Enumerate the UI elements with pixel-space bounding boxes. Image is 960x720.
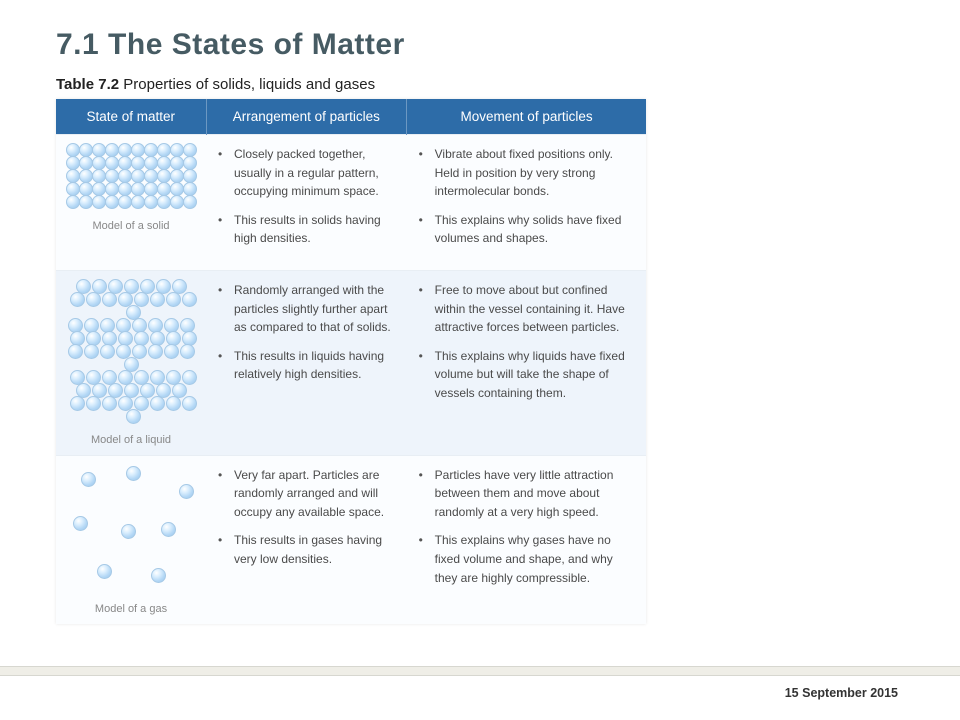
- model-cell: Model of a liquid: [56, 270, 206, 455]
- model-label: Model of a solid: [60, 218, 202, 235]
- list-item: This results in liquids having relativel…: [228, 347, 397, 384]
- movement-cell: Free to move about but confined within t…: [407, 270, 646, 455]
- movement-cell: Particles have very little attraction be…: [407, 455, 646, 624]
- list-item: Free to move about but confined within t…: [429, 281, 636, 337]
- table-row: Model of a gas Very far apart. Particles …: [56, 455, 646, 624]
- model-label: Model of a liquid: [60, 432, 202, 449]
- table-row: Model of a liquid Randomly arranged with …: [56, 270, 646, 455]
- list-item: This explains why solids have fixed volu…: [429, 211, 636, 248]
- col-header-movement: Movement of particles: [407, 99, 646, 135]
- list-item: This results in solids having high densi…: [228, 211, 397, 248]
- slide-title: 7.1 The States of Matter: [56, 28, 910, 62]
- model-label: Model of a gas: [60, 601, 202, 618]
- list-item: Closely packed together, usually in a re…: [228, 145, 397, 201]
- slide-date: 15 September 2015: [785, 686, 898, 700]
- list-item: This explains why gases have no fixed vo…: [429, 531, 636, 587]
- caption-rest: Properties of solids, liquids and gases: [119, 76, 375, 93]
- list-item: Particles have very little attraction be…: [429, 466, 636, 522]
- list-item: Randomly arranged with the particles sli…: [228, 281, 397, 337]
- col-header-state: State of matter: [56, 99, 206, 135]
- caption-bold: Table 7.2: [56, 76, 119, 93]
- table-row: Model of a solid Closely packed together,…: [56, 135, 646, 271]
- arrangement-cell: Randomly arranged with the particles sli…: [206, 270, 407, 455]
- list-item: This results in gases having very low de…: [228, 531, 397, 568]
- properties-table: State of matter Arrangement of particles…: [56, 99, 646, 624]
- table-caption: Table 7.2 Properties of solids, liquids …: [56, 76, 910, 93]
- list-item: This explains why liquids have fixed vol…: [429, 347, 636, 403]
- arrangement-cell: Very far apart. Particles are randomly a…: [206, 455, 407, 624]
- col-header-arrangement: Arrangement of particles: [206, 99, 407, 135]
- list-item: Very far apart. Particles are randomly a…: [228, 466, 397, 522]
- model-cell: Model of a solid: [56, 135, 206, 271]
- movement-cell: Vibrate about fixed positions only. Held…: [407, 135, 646, 271]
- arrangement-cell: Closely packed together, usually in a re…: [206, 135, 407, 271]
- list-item: Vibrate about fixed positions only. Held…: [429, 145, 636, 201]
- model-cell: Model of a gas: [56, 455, 206, 624]
- footer-divider: [0, 666, 960, 676]
